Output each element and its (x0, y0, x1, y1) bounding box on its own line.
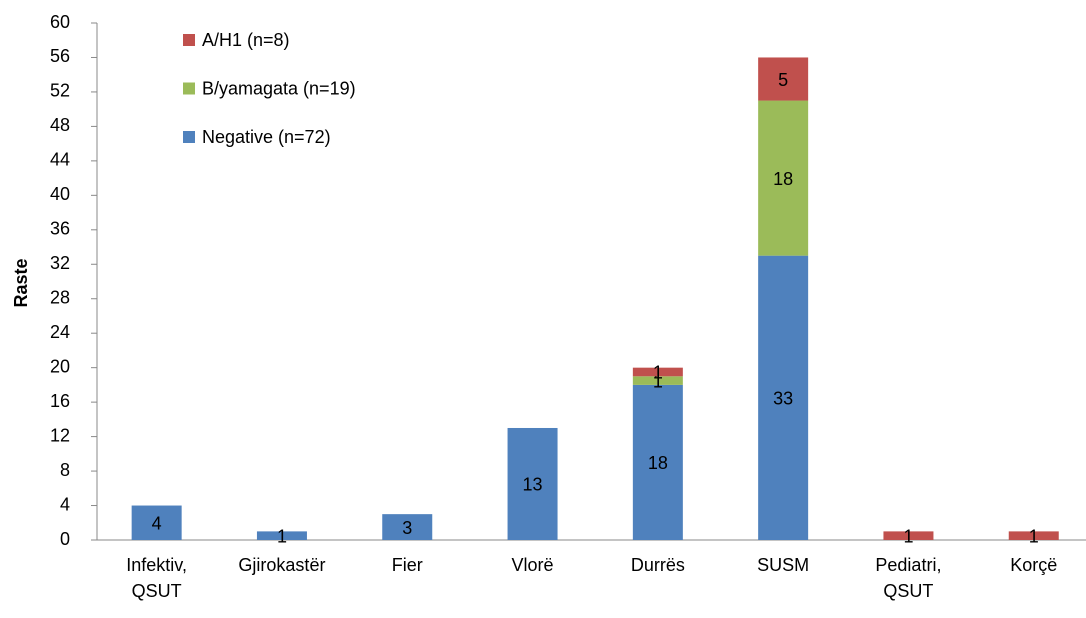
bar-segment (131, 505, 182, 540)
x-tick-label: SUSM (757, 555, 810, 575)
bar-segment (1008, 531, 1059, 540)
y-axis-title: Raste (11, 258, 31, 307)
bar-segment (632, 367, 683, 377)
data-label: 1 (1029, 526, 1039, 546)
data-label: 4 (152, 514, 162, 534)
data-label: 13 (523, 475, 543, 495)
y-tick-label: 40 (50, 184, 70, 204)
bar-segment (632, 384, 683, 540)
bar-segment (883, 531, 934, 540)
x-tick-label: Infektiv, QSUT (126, 555, 187, 601)
y-tick-label: 32 (50, 253, 70, 273)
data-label: 18 (773, 169, 793, 189)
legend-label: B/yamagata (n=19) (202, 78, 356, 98)
bar-segment (758, 57, 809, 101)
y-tick-label: 4 (60, 494, 70, 514)
data-label: 1 (653, 363, 663, 383)
bar-segment (256, 531, 307, 540)
x-tick-label: Fier (391, 555, 423, 575)
data-label: 5 (778, 70, 788, 90)
y-tick-label: 56 (50, 46, 70, 66)
data-label: 33 (773, 389, 793, 409)
bar-segment (382, 514, 433, 540)
y-tick-label: 60 (50, 12, 70, 32)
data-label: 1 (903, 526, 913, 546)
y-tick-label: 44 (50, 150, 70, 170)
bar-segment (507, 427, 558, 540)
y-tick-label: 28 (50, 287, 70, 307)
x-tick-label: Pediatri, QSUT (875, 555, 942, 601)
legend-label: Negative (n=72) (202, 127, 331, 147)
y-tick-label: 12 (50, 425, 70, 445)
data-label: 3 (402, 518, 412, 538)
x-tick-label: Vlorë (511, 555, 554, 575)
data-label: 1 (653, 371, 663, 391)
legend-swatch (183, 82, 195, 95)
y-tick-label: 16 (50, 391, 70, 411)
y-tick-label: 20 (50, 356, 70, 376)
legend-label: A/H1 (n=8) (202, 30, 290, 50)
x-tick-label: Korçë (1010, 555, 1058, 575)
legend-swatch (183, 131, 195, 143)
bar-segment (632, 376, 683, 385)
y-tick-label: 48 (50, 115, 70, 135)
bar-segment (758, 255, 809, 540)
x-tick-label: Durrës (630, 555, 685, 575)
y-tick-label: 36 (50, 219, 70, 239)
y-tick-label: 24 (50, 322, 70, 342)
data-label: 1 (277, 526, 287, 546)
y-tick-label: 0 (60, 529, 70, 549)
y-tick-label: 8 (60, 460, 70, 480)
x-tick-label: Gjirokastër (238, 555, 326, 575)
legend-swatch (183, 34, 195, 46)
y-tick-label: 52 (50, 81, 70, 101)
bar-segment (758, 100, 809, 256)
data-label: 18 (648, 453, 668, 473)
